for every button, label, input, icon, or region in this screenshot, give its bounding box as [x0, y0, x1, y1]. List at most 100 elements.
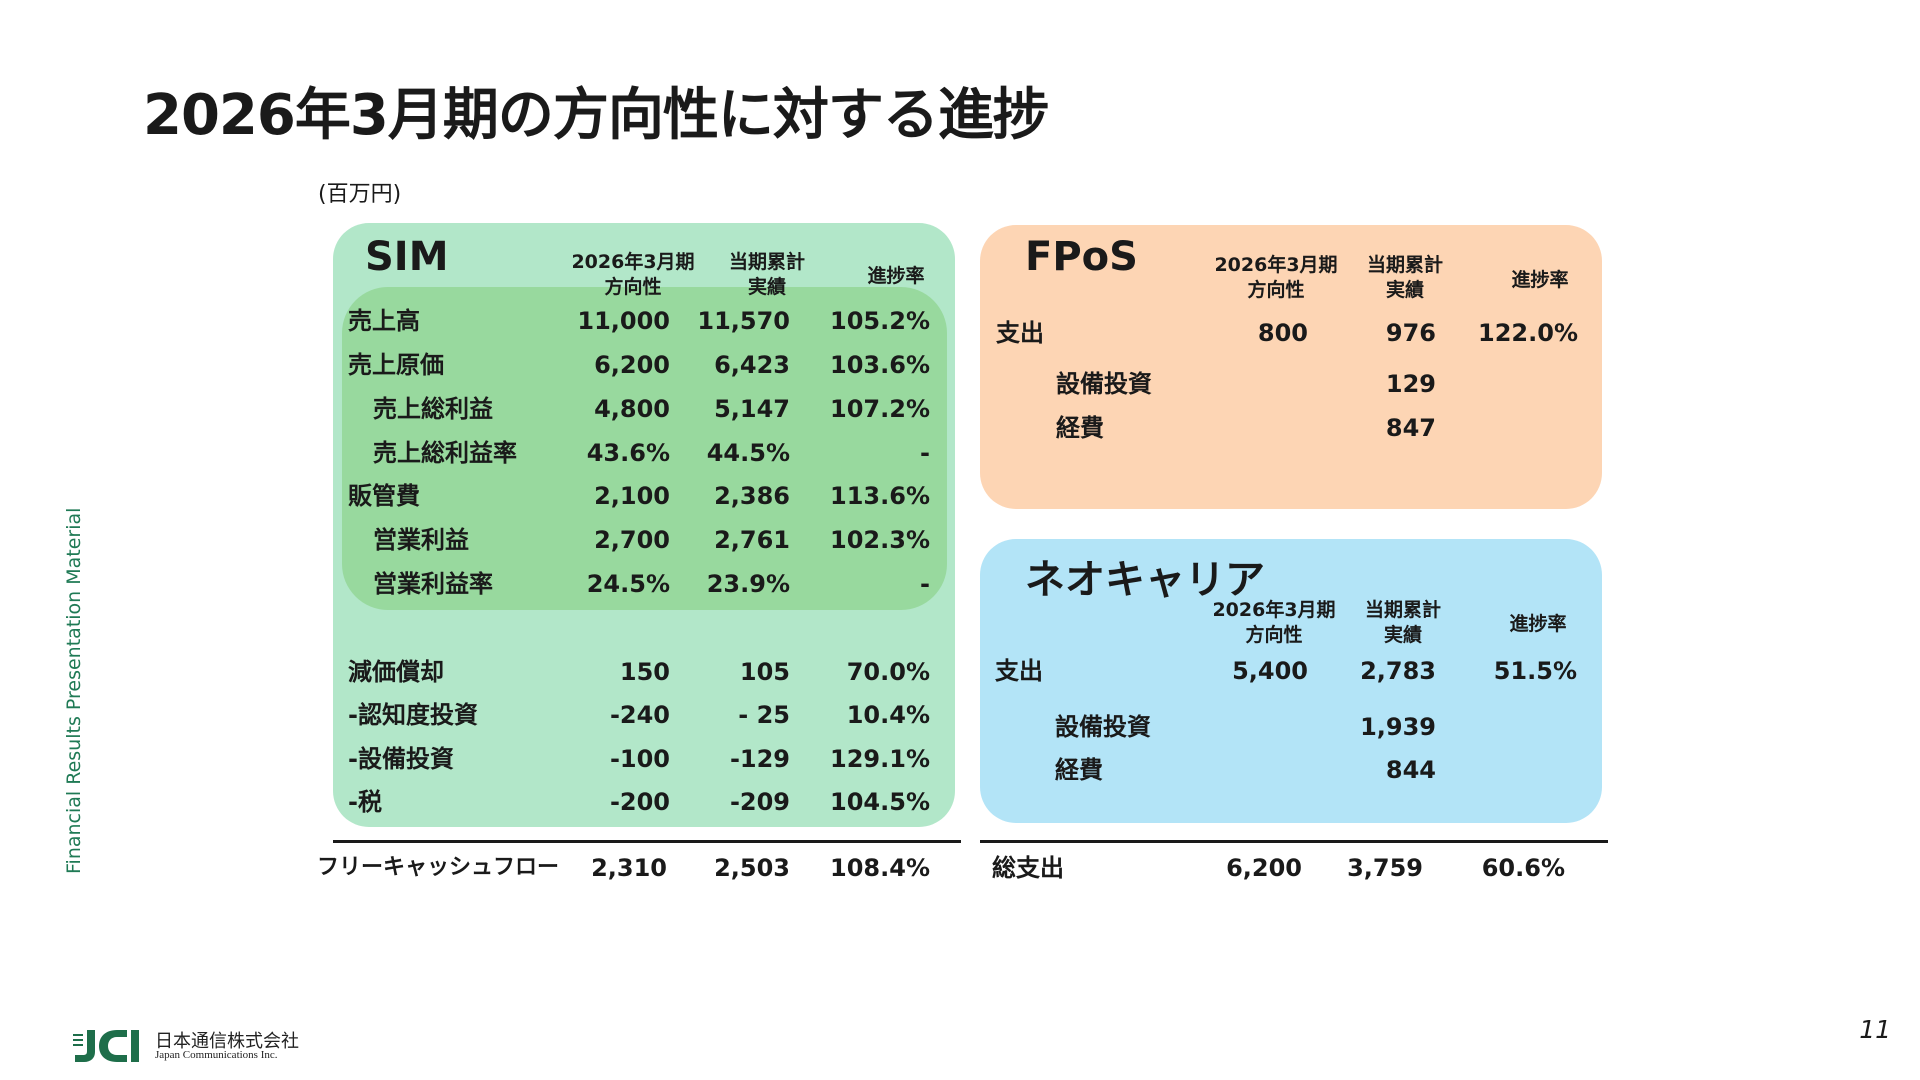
sim-row-rate: 103.6% [830, 351, 930, 379]
total-spend-label: 総支出 [992, 854, 1064, 882]
logo-company-ja: 日本通信株式会社 [155, 1031, 299, 1052]
sim-row-actual: -129 [729, 745, 790, 773]
sim-row-label: 売上原価 [348, 351, 444, 379]
fpos-header-plan: 2026年3月期 方向性 [1203, 253, 1349, 303]
page-number: 11 [1859, 1015, 1891, 1044]
fpos-header-plan-line2: 方向性 [1247, 279, 1305, 301]
sim-row-rate: 102.3% [830, 526, 930, 554]
sim-header-progress: 進捗率 [867, 265, 925, 287]
neocarrier-title: ネオキャリア [1025, 557, 1265, 603]
fpos-row-rate: 122.0% [1478, 319, 1578, 347]
sim-total-rate: 108.4% [830, 854, 930, 882]
sim-row-rate: 107.2% [830, 395, 930, 423]
sim-row-label: -認知度投資 [348, 701, 478, 729]
fpos-row-label: 経費 [1056, 414, 1104, 442]
fpos-row-actual: 976 [1385, 319, 1436, 347]
sim-row-label: 販管費 [348, 482, 420, 510]
sim-row-rate: - [920, 570, 930, 598]
sim-header-actual-line2: 実績 [747, 276, 786, 298]
fpos-header-plan-line1: 2026年3月期 [1214, 254, 1338, 276]
jci-logo-icon [73, 1030, 139, 1062]
sim-total-actual: 2,503 [714, 854, 790, 882]
total-spend-actual: 3,759 [1347, 854, 1423, 882]
sim-row-rate: 113.6% [830, 482, 930, 510]
neo-row-actual: 1,939 [1360, 713, 1436, 741]
sim-row-plan: -100 [609, 745, 670, 773]
sim-row-rate: 129.1% [830, 745, 930, 773]
fpos-header-actual: 当期累計 実績 [1350, 253, 1460, 303]
sim-row-plan: -240 [609, 701, 670, 729]
sim-row-actual: 11,570 [697, 307, 790, 335]
neo-header-actual: 当期累計 実績 [1348, 598, 1458, 648]
fpos-title: FPoS [1025, 234, 1138, 280]
fpos-row-actual: 847 [1385, 414, 1436, 442]
fpos-header-actual-line2: 実績 [1385, 279, 1424, 301]
sim-row-plan: -200 [609, 788, 670, 816]
company-logo: 日本通信株式会社 Japan Communications Inc. [73, 1026, 313, 1064]
total-spend-plan: 6,200 [1226, 854, 1302, 882]
fpos-panel [980, 225, 1602, 509]
sim-row-label: 売上高 [348, 307, 420, 335]
fpos-row-actual: 129 [1385, 370, 1436, 398]
sim-row-actual: 5,147 [714, 395, 790, 423]
sim-row-actual: 23.9% [706, 570, 790, 598]
fpos-row-label: 設備投資 [1056, 370, 1152, 398]
fpos-row-plan: 800 [1257, 319, 1308, 347]
neo-row-rate: 51.5% [1493, 657, 1577, 685]
sim-row-actual: - 25 [738, 701, 790, 729]
sim-header-plan-line1: 2026年3月期 [571, 251, 695, 273]
page-title: 2026年3月期の方向性に対する進捗 [143, 83, 1049, 148]
sim-row-actual: -209 [729, 788, 790, 816]
sim-row-actual: 44.5% [706, 439, 790, 467]
sim-row-rate: 105.2% [830, 307, 930, 335]
sim-row-label: 売上総利益率 [373, 439, 517, 467]
neo-header-actual-line2: 実績 [1383, 624, 1422, 646]
sim-row-label: 営業利益 [373, 526, 469, 554]
neo-row-label: 設備投資 [1055, 713, 1151, 741]
sim-income-block [342, 287, 947, 610]
sim-row-rate: 104.5% [830, 788, 930, 816]
sim-title: SIM [365, 234, 449, 280]
neo-row-actual: 2,783 [1360, 657, 1436, 685]
fpos-header-progress: 進捗率 [1511, 269, 1569, 291]
sim-row-rate: 10.4% [846, 701, 930, 729]
neo-header-actual-line1: 当期累計 [1364, 599, 1441, 621]
sim-row-actual: 2,386 [714, 482, 790, 510]
neo-row-label: 経費 [1055, 756, 1103, 784]
sim-row-plan: 150 [619, 658, 670, 686]
sim-row-label: 営業利益率 [373, 570, 493, 598]
sim-row-label: -設備投資 [348, 745, 454, 773]
neocarrier-panel [980, 539, 1602, 823]
neo-row-plan: 5,400 [1232, 657, 1308, 685]
logo-company-en: Japan Communications Inc. [155, 1049, 278, 1061]
neo-header-plan-line1: 2026年3月期 [1212, 599, 1336, 621]
sim-row-plan: 2,700 [594, 526, 670, 554]
neo-row-label: 支出 [995, 657, 1043, 685]
neo-header-plan: 2026年3月期 方向性 [1201, 598, 1347, 648]
sim-row-label: -税 [348, 788, 382, 816]
sim-header-actual-line1: 当期累計 [728, 251, 805, 273]
sim-row-rate: 70.0% [846, 658, 930, 686]
fpos-row-label: 支出 [996, 319, 1044, 347]
sim-row-plan: 2,100 [594, 482, 670, 510]
sim-row-rate: - [920, 439, 930, 467]
sim-row-plan: 11,000 [577, 307, 670, 335]
sim-row-plan: 24.5% [586, 570, 670, 598]
sim-row-label: 減価償却 [348, 658, 444, 686]
sim-row-label: 売上総利益 [373, 395, 493, 423]
sim-header-actual: 当期累計 実績 [712, 250, 822, 300]
neo-row-actual: 844 [1385, 756, 1436, 784]
sim-total-label: フリーキャッシュフロー [317, 855, 560, 880]
sim-row-actual: 6,423 [714, 351, 790, 379]
unit-label: (百万円) [318, 182, 402, 207]
sim-row-plan: 43.6% [586, 439, 670, 467]
sim-total-plan: 2,310 [591, 854, 667, 882]
fpos-header-actual-line1: 当期累計 [1366, 254, 1443, 276]
sim-row-plan: 6,200 [594, 351, 670, 379]
sim-total-divider [333, 840, 961, 843]
sim-header-plan: 2026年3月期 方向性 [560, 250, 706, 300]
sim-row-actual: 105 [739, 658, 790, 686]
neo-header-progress: 進捗率 [1509, 613, 1567, 635]
sim-row-plan: 4,800 [594, 395, 670, 423]
total-spend-rate: 60.6% [1481, 854, 1565, 882]
